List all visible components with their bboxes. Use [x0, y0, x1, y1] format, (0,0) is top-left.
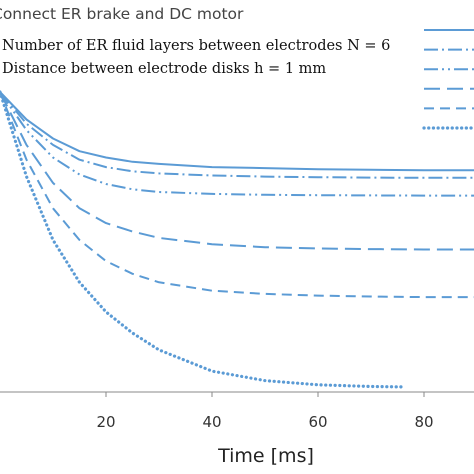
- series-line-1: [0, 91, 474, 172]
- x-axis-label: Time [ms]: [217, 445, 314, 467]
- chart-title: Connect ER brake and DC motor: [0, 5, 244, 23]
- series-line-2: [0, 91, 474, 179]
- x-tick-label: 40: [202, 413, 221, 431]
- series-layer: [0, 90, 474, 389]
- series-line-4: [0, 91, 474, 251]
- x-tick-label: 20: [96, 413, 115, 431]
- annotation-layers: Number of ER fluid layers between electr…: [2, 38, 390, 54]
- legend: [422, 29, 474, 130]
- annotation-distance: Distance between electrode disks h = 1 m…: [2, 61, 326, 77]
- x-ticks: 2040608010: [96, 392, 434, 431]
- series-line-5: [0, 91, 474, 299]
- series-line-3: [0, 91, 474, 197]
- x-tick-label: 80: [414, 413, 433, 431]
- series-line-6: [0, 90, 405, 389]
- x-tick-label: 60: [308, 413, 327, 431]
